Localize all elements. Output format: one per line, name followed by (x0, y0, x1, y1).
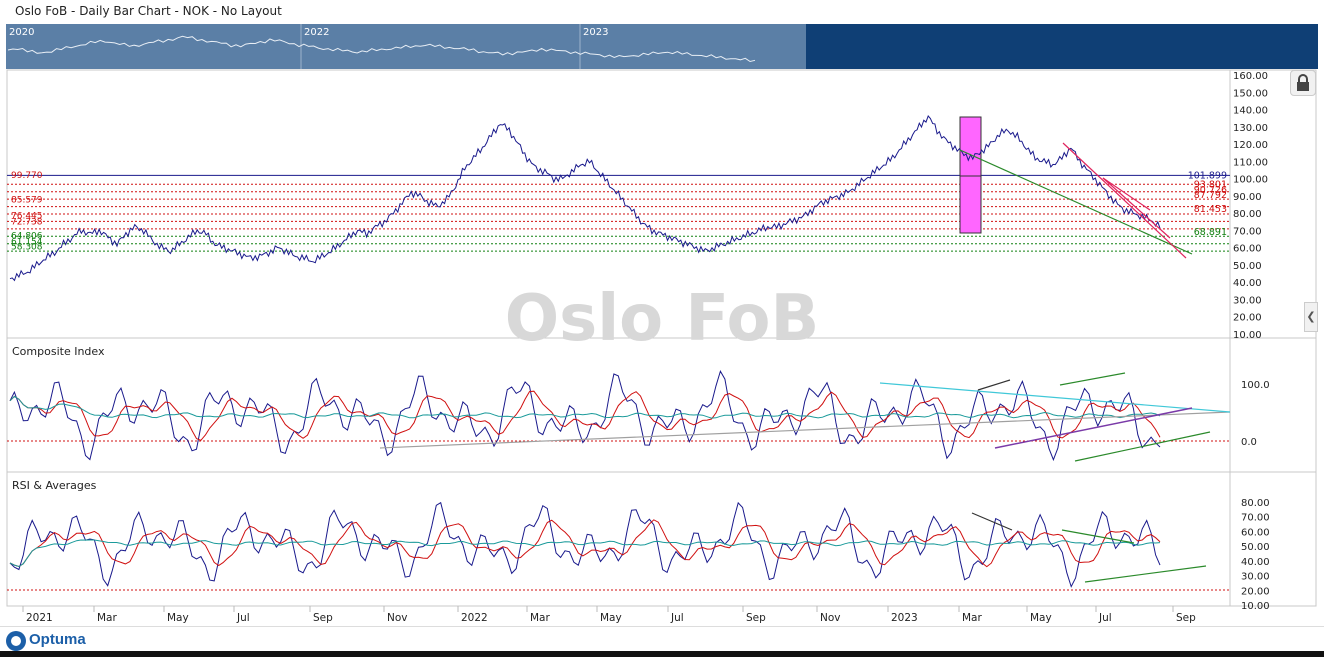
level-label: 64.806 (11, 231, 43, 241)
right-level-label: 81.453 (1194, 204, 1227, 215)
x-tick-label: Nov (387, 612, 408, 624)
bottom-edge (0, 651, 1324, 657)
level-label: 72.738 (11, 218, 43, 228)
brand-logo-icon (6, 631, 26, 651)
x-tick-label: Mar (962, 612, 982, 624)
brand-name: Optuma (29, 631, 86, 648)
x-tick-label: Sep (313, 612, 333, 624)
y-tick-label: 0.0 (1241, 437, 1257, 448)
footer-bar: Optuma (0, 626, 1324, 658)
trend-line[interactable] (1102, 177, 1171, 239)
x-tick-label: May (600, 612, 622, 624)
x-tick-label: Sep (746, 612, 766, 624)
x-tick-label: Sep (1176, 612, 1196, 624)
level-label: 58.308 (11, 243, 43, 253)
y-tick-label: 10.00 (1233, 330, 1262, 341)
y-tick-label: 30.00 (1233, 295, 1262, 306)
level-label: 85.579 (11, 195, 43, 205)
y-tick-label: 80.00 (1241, 498, 1270, 509)
y-tick-label: 20.00 (1233, 313, 1262, 324)
navigator-background (806, 24, 1318, 69)
right-level-label: 93.801 (1194, 180, 1227, 191)
right-level-label: 90.726 (1194, 185, 1227, 196)
navigator-strip[interactable]: 2020 2022 2023 (0, 0, 1324, 70)
trend-line[interactable] (994, 407, 1193, 449)
y-tick-label: 50.00 (1241, 542, 1270, 553)
y-tick-label: 160.00 (1233, 71, 1268, 82)
y-tick-label: 130.00 (1233, 123, 1268, 134)
x-tick-label: Nov (820, 612, 841, 624)
y-tick-label: 70.00 (1241, 513, 1270, 524)
rsi-fast-average (9, 519, 1161, 568)
right-level-label: 68.891 (1194, 227, 1227, 238)
trend-line[interactable] (1059, 372, 1126, 386)
level-label: 61.154 (11, 238, 43, 248)
composite-slow-average (9, 395, 1161, 419)
trend-line[interactable] (977, 379, 1011, 391)
x-tick-label: Mar (97, 612, 117, 624)
rsi-slow-average (9, 539, 1161, 568)
trend-line[interactable] (879, 382, 1231, 413)
y-tick-label: 100.00 (1233, 175, 1268, 186)
x-tick-label: May (1030, 612, 1052, 624)
navigator-year-label: 2020 (9, 27, 34, 38)
x-tick-label: 2021 (26, 612, 53, 624)
y-tick-label: 70.00 (1233, 226, 1262, 237)
y-tick-label: 150.00 (1233, 88, 1268, 99)
trend-line[interactable] (379, 411, 1231, 449)
watermark: Oslo FoB (505, 282, 820, 356)
y-tick-label: 120.00 (1233, 140, 1268, 151)
y-tick-label: 50.00 (1233, 261, 1262, 272)
trend-line[interactable] (971, 512, 1013, 531)
chevron-left-icon[interactable]: ❮ (1304, 302, 1318, 332)
right-level-label: 101.899 (1188, 170, 1227, 181)
x-tick-label: Mar (530, 612, 550, 624)
price-series-line (9, 115, 1161, 282)
trend-line[interactable] (1074, 431, 1211, 462)
level-label: 99.770 (11, 171, 43, 181)
y-tick-label: 20.00 (1241, 586, 1270, 597)
y-tick-label: 140.00 (1233, 106, 1268, 117)
panel-title: Composite Index (12, 345, 105, 358)
x-tick-label: May (167, 612, 189, 624)
rsi-line (9, 501, 1161, 588)
right-level-label: 87.792 (1194, 190, 1227, 201)
navigator-year-label: 2022 (304, 27, 329, 38)
trend-line[interactable] (1102, 177, 1151, 211)
y-tick-label: 40.00 (1233, 278, 1262, 289)
y-tick-label: 40.00 (1241, 557, 1270, 568)
x-tick-label: 2023 (891, 612, 918, 624)
trend-line[interactable] (1084, 565, 1207, 583)
panel-title: RSI & Averages (12, 479, 97, 492)
x-tick-label: 2022 (461, 612, 488, 624)
y-tick-label: 90.00 (1233, 192, 1262, 203)
y-tick-label: 60.00 (1241, 527, 1270, 538)
x-tick-label: Jul (670, 612, 684, 624)
trend-line[interactable] (1062, 142, 1187, 259)
y-tick-label: 110.00 (1233, 157, 1268, 168)
chart-window-title: Oslo FoB - Daily Bar Chart - NOK - No La… (15, 4, 282, 18)
level-label: 76.445 (11, 211, 43, 221)
composite-fast-average (9, 390, 1161, 441)
y-tick-label: 60.00 (1233, 244, 1262, 255)
navigator-price-line (7, 35, 756, 63)
x-tick-label: Jul (1098, 612, 1112, 624)
y-tick-label: 100.0 (1241, 380, 1270, 391)
lock-icon[interactable] (1290, 70, 1316, 96)
y-tick-label: 30.00 (1241, 572, 1270, 583)
y-tick-label: 80.00 (1233, 209, 1262, 220)
navigator-year-label: 2023 (583, 27, 608, 38)
trend-line[interactable] (1061, 529, 1135, 544)
chart-area[interactable]: Oslo FoB 99.77085.57976.44572.73864.8066… (0, 0, 1324, 626)
x-tick-label: Jul (236, 612, 250, 624)
y-tick-label: 10.00 (1241, 601, 1270, 612)
trend-line[interactable] (959, 149, 1193, 255)
